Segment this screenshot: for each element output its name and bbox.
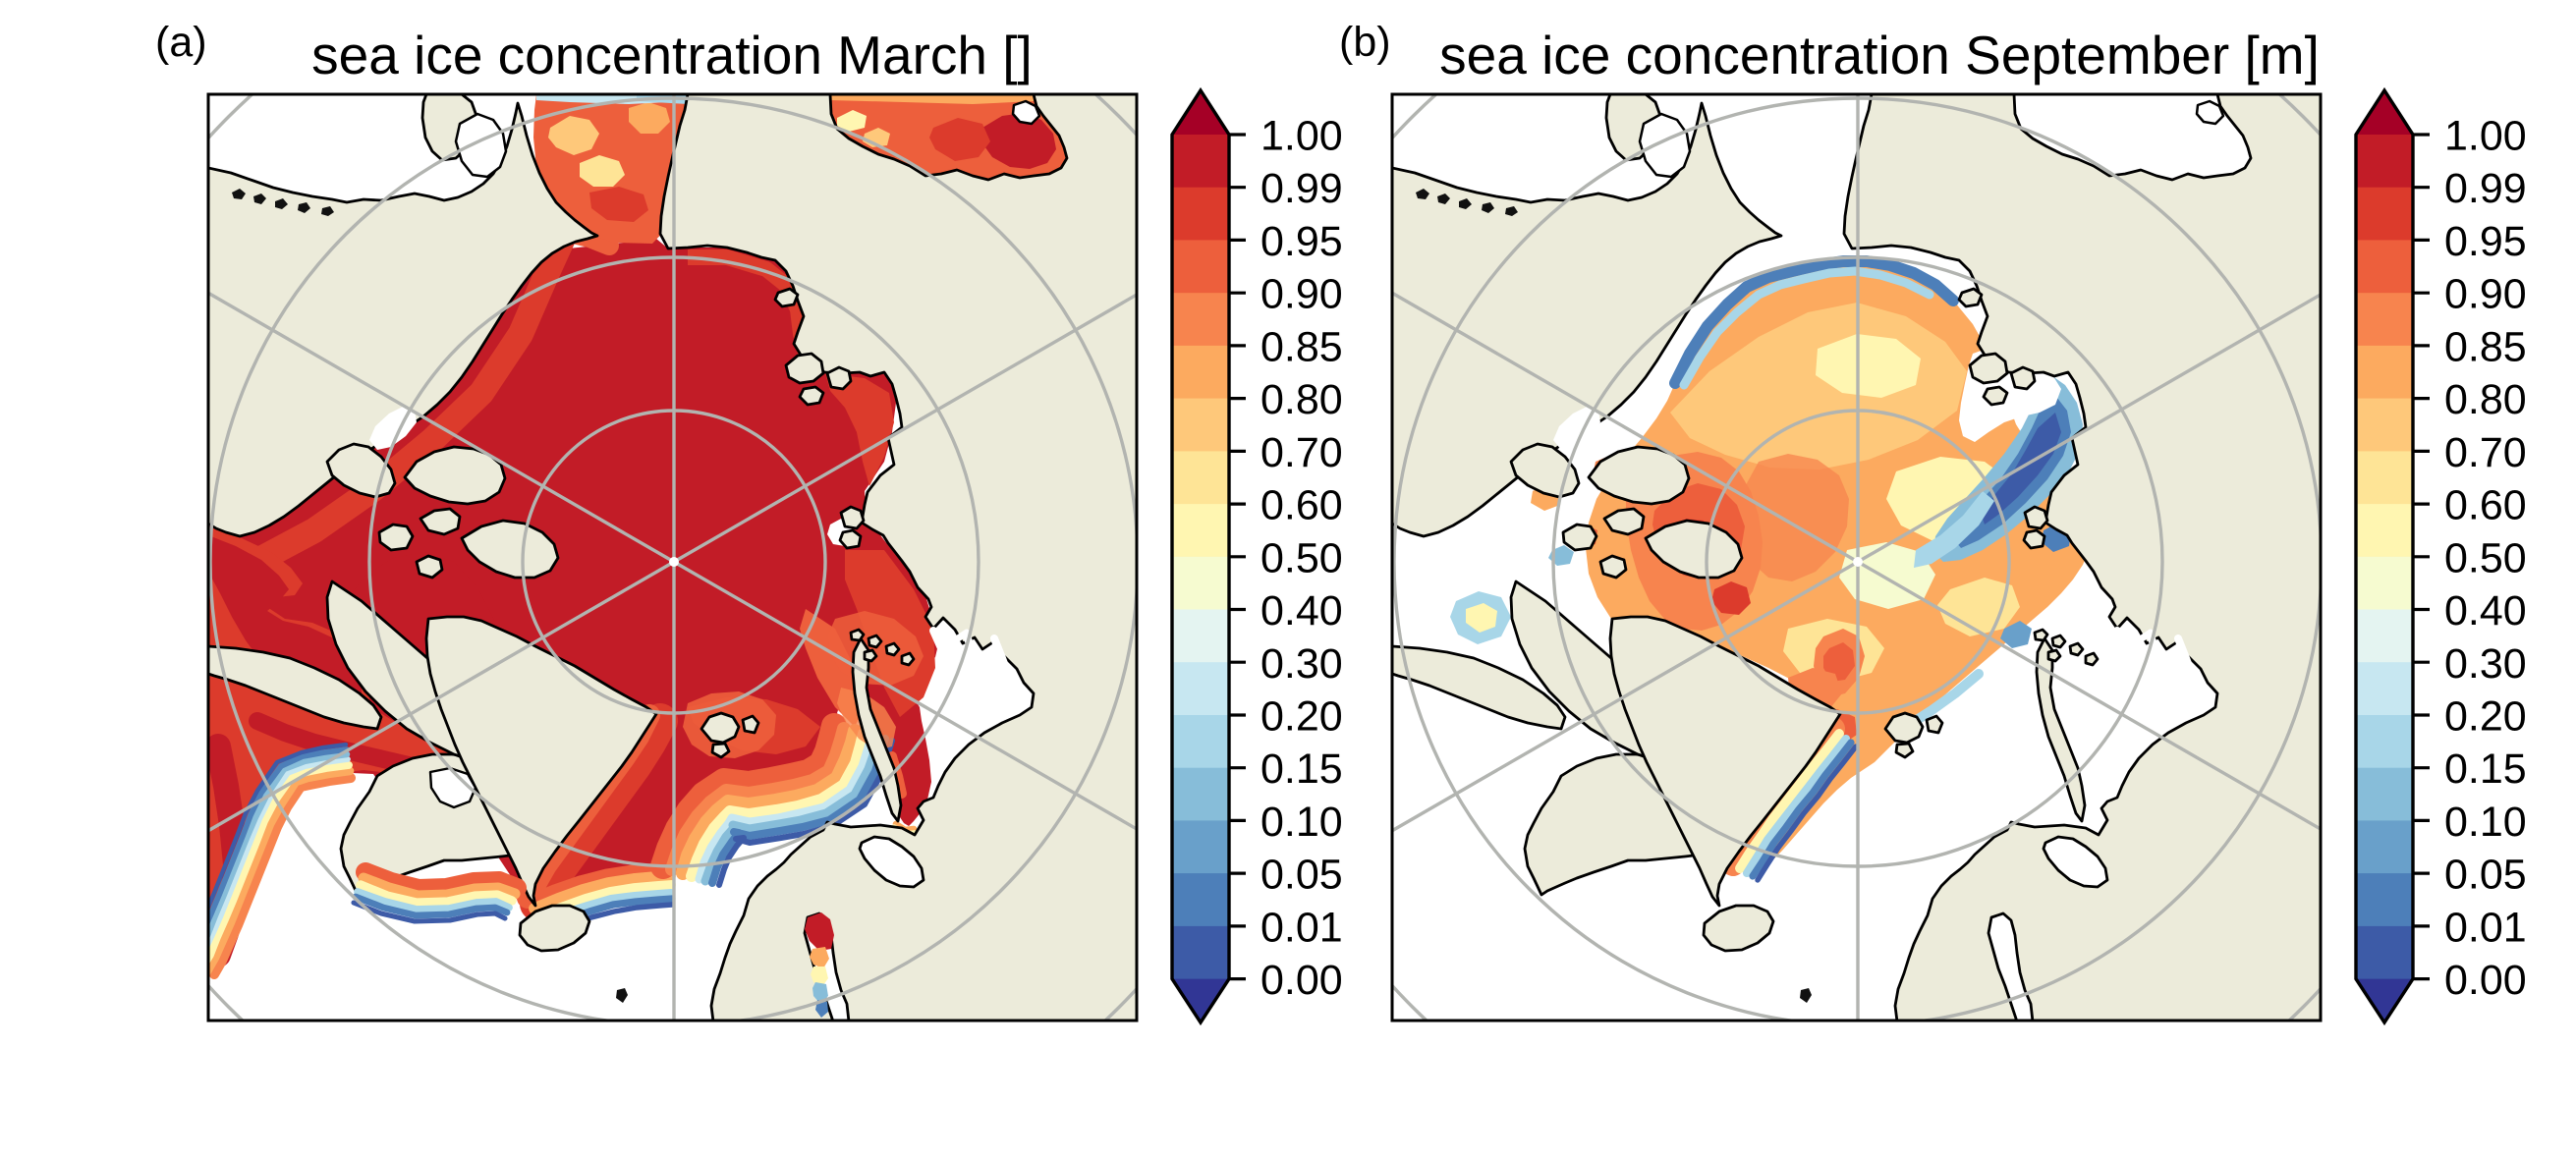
svg-text:0.40: 0.40 (1260, 587, 1343, 635)
svg-text:0.85: 0.85 (2444, 323, 2527, 370)
svg-text:0.99: 0.99 (1260, 165, 1343, 212)
svg-text:0.05: 0.05 (2444, 852, 2527, 899)
svg-text:0.80: 0.80 (2444, 376, 2527, 423)
svg-text:0.20: 0.20 (1260, 693, 1343, 741)
svg-text:0.50: 0.50 (1260, 534, 1343, 581)
svg-text:0.01: 0.01 (1260, 904, 1343, 951)
svg-text:0.00: 0.00 (2444, 957, 2527, 1004)
svg-text:0.90: 0.90 (2444, 271, 2527, 318)
svg-text:(a): (a) (155, 19, 207, 66)
svg-text:0.15: 0.15 (2444, 746, 2527, 793)
svg-text:0.95: 0.95 (1260, 218, 1343, 265)
svg-text:sea ice concentration Septembe: sea ice concentration September [m] (1439, 25, 2320, 85)
svg-text:0.05: 0.05 (1260, 852, 1343, 899)
svg-text:0.15: 0.15 (1260, 746, 1343, 793)
svg-text:0.99: 0.99 (2444, 165, 2527, 212)
svg-text:0.10: 0.10 (2444, 799, 2527, 846)
svg-text:0.95: 0.95 (2444, 218, 2527, 265)
svg-text:0.90: 0.90 (1260, 271, 1343, 318)
svg-text:0.30: 0.30 (2444, 640, 2527, 688)
svg-text:0.85: 0.85 (1260, 323, 1343, 370)
svg-text:0.01: 0.01 (2444, 904, 2527, 951)
svg-text:0.00: 0.00 (1260, 957, 1343, 1004)
svg-text:(b): (b) (1339, 19, 1391, 66)
svg-text:0.30: 0.30 (1260, 640, 1343, 688)
svg-text:0.70: 0.70 (2444, 429, 2527, 476)
svg-text:0.10: 0.10 (1260, 799, 1343, 846)
svg-text:1.00: 1.00 (2444, 113, 2527, 160)
svg-text:sea ice concentration March []: sea ice concentration March [] (311, 25, 1033, 85)
svg-text:0.60: 0.60 (2444, 482, 2527, 529)
svg-text:0.60: 0.60 (1260, 482, 1343, 529)
svg-text:0.20: 0.20 (2444, 693, 2527, 741)
svg-text:0.70: 0.70 (1260, 429, 1343, 476)
svg-text:1.00: 1.00 (1260, 113, 1343, 160)
svg-text:0.50: 0.50 (2444, 534, 2527, 581)
svg-text:0.80: 0.80 (1260, 376, 1343, 423)
svg-text:0.40: 0.40 (2444, 587, 2527, 635)
